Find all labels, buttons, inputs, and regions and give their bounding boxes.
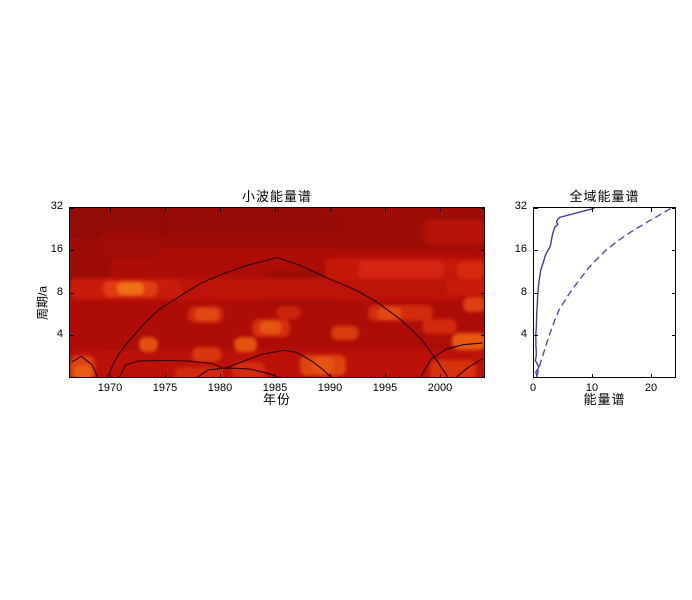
heat-patch (174, 367, 223, 377)
heat-patch (70, 350, 484, 377)
y-tick-right (481, 293, 484, 294)
x-tick-bottom (385, 374, 386, 377)
y-tick-left (534, 293, 538, 294)
x-tick-top (220, 208, 221, 212)
spectrum-lines (534, 208, 672, 377)
heat-patch (74, 364, 92, 377)
y-tick-right (672, 208, 675, 209)
significance-contour (197, 367, 279, 377)
x-tick-top (165, 208, 166, 212)
heat-patch (165, 208, 342, 237)
significance-contour (71, 355, 99, 377)
y-tick-label: 4 (56, 328, 63, 340)
heat-patch (194, 308, 219, 321)
y-tick-left (70, 208, 74, 209)
heat-patch (358, 260, 445, 279)
y-tick-left (70, 335, 74, 336)
y-tick-label: 32 (514, 200, 527, 212)
wavelet-plot-title: 小波能量谱 (241, 189, 312, 204)
x-tick-label: 1990 (317, 382, 343, 394)
heat-patch (99, 232, 161, 258)
y-tick-label: 32 (50, 200, 63, 212)
heat-patch (422, 318, 458, 334)
x-tick-bottom (220, 374, 221, 377)
heat-patch (312, 357, 335, 374)
y-tick-right (672, 250, 675, 251)
heat-patch (275, 305, 302, 319)
heat-patch (192, 346, 221, 362)
x-tick-bottom (592, 374, 593, 377)
heat-patch (234, 337, 258, 352)
heat-patch (446, 278, 484, 295)
significance-level-line (535, 208, 672, 377)
heat-patch (424, 219, 484, 246)
global-spectrum-plot (533, 207, 676, 378)
cone-of-influence-line (106, 256, 449, 377)
y-tick-label: 16 (514, 243, 527, 255)
x-tick-bottom (110, 374, 111, 377)
global-plot-title: 全域能量谱 (569, 189, 640, 204)
y-tick-label: 16 (50, 243, 63, 255)
heat-patch (457, 261, 484, 279)
x-tick-label: 1970 (97, 382, 123, 394)
x-tick-top (330, 208, 331, 212)
x-tick-label: 2000 (427, 382, 453, 394)
y-tick-right (481, 335, 484, 336)
wavelet-spectrum-plot (69, 207, 485, 378)
x-tick-bottom (440, 374, 441, 377)
x-tick-top (440, 208, 441, 212)
significance-contour (456, 358, 483, 377)
x-tick-label: 10 (585, 382, 599, 394)
x-tick-bottom (165, 374, 166, 377)
y-tick-right (481, 208, 484, 209)
x-tick-top (385, 208, 386, 212)
y-tick-left (534, 335, 538, 336)
contour-lines (71, 256, 483, 377)
y-tick-label: 4 (520, 328, 527, 340)
heatmap-patch-layer (70, 208, 484, 377)
x-tick-top (275, 208, 276, 212)
x-tick-top (651, 208, 652, 212)
x-tick-top (592, 208, 593, 212)
x-tick-label: 0 (529, 382, 537, 394)
x-tick-label: 1980 (207, 382, 233, 394)
y-tick-left (534, 208, 538, 209)
heat-patch (139, 337, 158, 352)
global-spectrum-line (534, 208, 595, 377)
significance-contour (118, 349, 331, 377)
y-tick-label: 8 (520, 286, 527, 298)
y-tick-left (534, 250, 538, 251)
y-tick-left (70, 250, 74, 251)
wavelet-x-axis-label: 年份 (262, 392, 291, 407)
x-tick-label: 1985 (262, 382, 288, 394)
y-tick-right (481, 250, 484, 251)
x-tick-bottom (533, 374, 534, 378)
global-x-axis-label: 能量谱 (583, 392, 626, 407)
x-tick-bottom (651, 374, 652, 377)
x-tick-bottom (275, 374, 276, 377)
heat-patch (462, 296, 484, 313)
x-tick-label: 1995 (372, 382, 398, 394)
x-tick-top (110, 208, 111, 212)
y-tick-left (70, 293, 74, 294)
y-tick-label: 8 (56, 286, 63, 298)
heat-patch (259, 321, 283, 334)
x-tick-label: 20 (644, 382, 658, 394)
x-tick-bottom (330, 374, 331, 377)
heat-patch (117, 281, 144, 295)
heat-patch (429, 359, 477, 377)
heat-patch (330, 326, 360, 341)
y-tick-right (672, 335, 675, 336)
y-tick-right (672, 293, 675, 294)
significance-contour (420, 342, 483, 377)
x-tick-label: 1975 (152, 382, 178, 394)
